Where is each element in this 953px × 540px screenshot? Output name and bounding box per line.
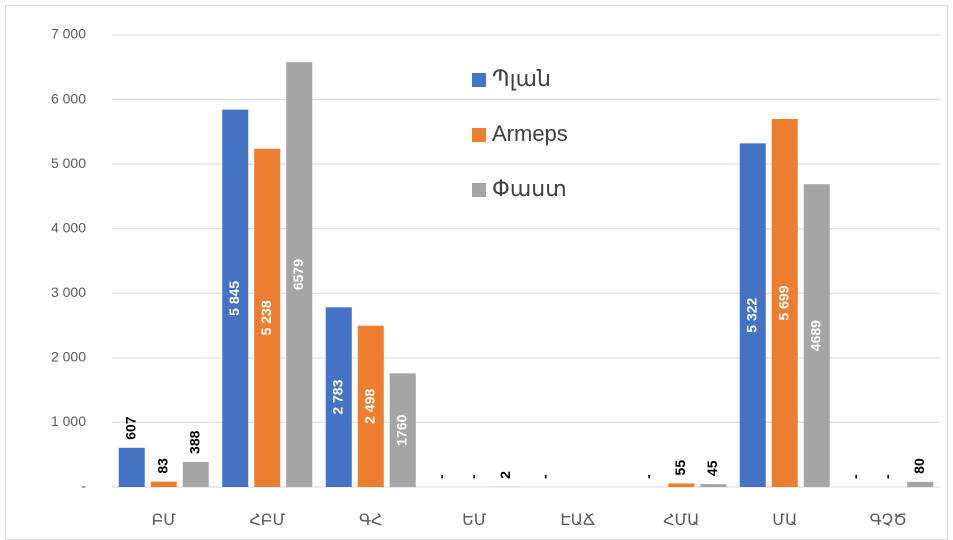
bar	[325, 307, 352, 487]
bar	[150, 481, 177, 487]
value-label: 1760	[393, 414, 409, 445]
y-tick-label: 7 000	[51, 26, 86, 42]
y-tick-label: 1 000	[51, 413, 86, 429]
value-label: 80	[911, 458, 927, 474]
value-label: 5 322	[743, 297, 759, 332]
legend-swatch	[472, 183, 486, 197]
x-tick-label: ՀԲՄ	[249, 512, 285, 529]
value-label: -	[536, 474, 552, 479]
value-label: 2 498	[361, 389, 377, 424]
x-tick-label: ԳՀ	[359, 512, 383, 529]
legend-label: Պլան	[492, 66, 551, 91]
value-label: 388	[186, 430, 202, 454]
bar	[389, 373, 416, 487]
bar	[739, 143, 766, 487]
legend-label: Armeps	[492, 121, 568, 146]
bar	[286, 62, 313, 487]
y-tick-label: 6 000	[51, 90, 86, 106]
value-label: -	[433, 474, 449, 479]
y-tick-label: 2 000	[51, 349, 86, 365]
value-label: -	[640, 474, 656, 479]
bar	[222, 109, 249, 487]
value-label: 45	[704, 460, 720, 476]
value-label: -	[465, 474, 481, 479]
value-label: 5 845	[226, 281, 242, 316]
value-label: 5 238	[258, 300, 274, 335]
y-tick-label: 3 000	[51, 284, 86, 300]
value-label: 83	[154, 458, 170, 474]
bar	[803, 184, 830, 487]
value-label: -	[879, 474, 895, 479]
y-tick-label: -	[81, 478, 86, 494]
value-label: 6579	[290, 259, 306, 290]
value-label: 5 699	[775, 285, 791, 320]
bar	[254, 148, 281, 488]
value-label: 2 783	[329, 379, 345, 414]
x-tick-label: ՀՄԱ	[663, 512, 699, 529]
value-label: -	[847, 474, 863, 479]
legend-label: Փաստ	[492, 176, 567, 201]
legend-swatch	[472, 73, 486, 87]
y-tick-label: 5 000	[51, 155, 86, 171]
bar	[118, 447, 145, 487]
value-label: 2	[497, 471, 513, 479]
x-tick-label: ԷԱՃ	[560, 512, 595, 529]
bar	[907, 481, 934, 487]
bar	[182, 461, 209, 487]
bar	[357, 325, 384, 487]
x-tick-label: ՄԱ	[772, 512, 797, 529]
x-tick-label: ԵՄ	[462, 512, 487, 529]
bar	[668, 483, 695, 487]
legend-swatch	[472, 128, 486, 142]
value-label: 55	[672, 460, 688, 476]
value-label: 607	[122, 416, 138, 440]
y-tick-label: 4 000	[51, 219, 86, 235]
x-tick-label: ԳՉԾ	[870, 512, 907, 529]
value-label: 4689	[807, 320, 823, 351]
bar	[771, 119, 798, 487]
x-tick-label: ԲՄ	[152, 512, 177, 529]
bar	[700, 484, 727, 487]
